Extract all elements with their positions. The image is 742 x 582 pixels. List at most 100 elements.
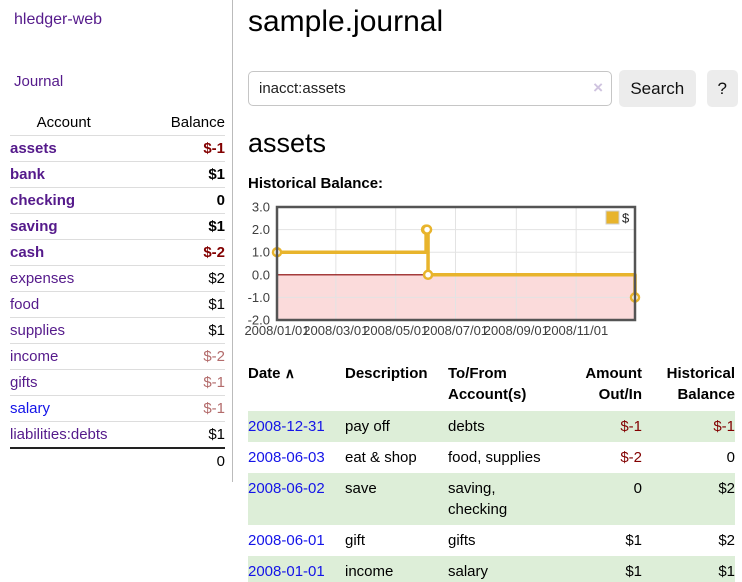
chart-label: Historical Balance:: [248, 175, 384, 192]
account-link-assets[interactable]: assets: [10, 140, 57, 157]
txn-description: save: [345, 480, 377, 497]
txn-header-description: Description: [345, 365, 428, 382]
account-row: food $1: [10, 291, 225, 318]
data-point: [421, 224, 433, 235]
y-tick-label: 1.0: [252, 245, 270, 260]
x-tick-label: 2008/03/01: [303, 323, 368, 338]
y-tick-label: -2.0: [248, 313, 270, 328]
account-balance: $-1: [117, 395, 225, 422]
account-link-expenses[interactable]: expenses: [10, 270, 75, 287]
account-heading: assets: [248, 128, 327, 158]
txn-amount: $1: [625, 532, 642, 549]
account-link-liabilities-debts[interactable]: liabilities:debts: [10, 426, 108, 443]
txn-amount: $1: [625, 563, 642, 580]
account-link-salary[interactable]: salary: [10, 400, 51, 417]
account-row: supplies $1: [10, 317, 225, 344]
account-balance: $1: [117, 421, 225, 449]
txn-description: income: [345, 563, 394, 580]
txn-date-link[interactable]: 2008-12-31: [248, 418, 325, 435]
txn-accounts: food, supplies: [448, 449, 541, 466]
transactions-table: Date ∧ Description To/From Account(s) Am…: [248, 359, 735, 582]
data-point: [422, 269, 434, 281]
accounts-table: Account Balance assets $-1 bank $1 checking 0…: [10, 110, 225, 474]
y-tick-label: -1.0: [248, 290, 270, 305]
txn-accounts: debts: [448, 418, 485, 435]
txn-balance: $-1: [713, 418, 735, 435]
y-tick-label: 0.0: [252, 267, 270, 282]
account-balance: $-2: [117, 343, 225, 370]
x-tick-label: 2008/01/01: [244, 323, 309, 338]
account-row: gifts $-1: [10, 369, 225, 396]
txn-date-link[interactable]: 2008-06-03: [248, 449, 325, 466]
account-link-bank[interactable]: bank: [10, 166, 46, 183]
account-row: saving $1: [10, 213, 225, 240]
help-button[interactable]: ?: [706, 70, 738, 107]
txn-balance: $2: [718, 532, 735, 549]
x-tick-label: 2008/09/01: [484, 323, 549, 338]
txn-header-accounts: To/From Account(s): [448, 365, 527, 403]
account-link-checking[interactable]: checking: [10, 192, 76, 209]
search-input[interactable]: [248, 71, 612, 106]
txn-balance: $1: [718, 563, 735, 580]
brand-link[interactable]: hledger-web: [14, 11, 103, 28]
accounts-header-account: Account: [10, 110, 118, 136]
account-balance: $-2: [117, 239, 225, 266]
txn-balance: $2: [718, 480, 735, 497]
search-bar: × Search ?: [248, 70, 738, 107]
account-row: expenses $2: [10, 265, 225, 292]
historical-balance-chart: $3.0 2.0 1.0 0.0 -1.0 -2.0 2008/01/01 2008/03/0…: [244, 201, 738, 348]
chart-canvas: $3.0 2.0 1.0 0.0 -1.0 -2.02008/01/012008/03/0…: [244, 201, 641, 338]
account-link-income[interactable]: income: [10, 348, 59, 365]
account-row: income $-2: [10, 343, 225, 370]
txn-header-balance: Historical Balance: [666, 365, 735, 403]
account-row: checking 0: [10, 187, 225, 214]
account-row: assets $-1: [10, 135, 225, 162]
clear-search-icon[interactable]: ×: [593, 78, 603, 97]
account-link-supplies[interactable]: supplies: [10, 322, 66, 339]
main-content: sample.journal × Search ? assets Histori…: [244, 0, 738, 582]
account-row: liabilities:debts $1: [10, 421, 225, 449]
txn-amount: $-2: [620, 449, 642, 466]
sidebar: hledger-web Journal Account Balance asse…: [0, 0, 233, 482]
search-button[interactable]: Search: [619, 70, 696, 107]
x-tick-label: 2008/11/01: [544, 323, 608, 338]
account-row: cash $-2: [10, 239, 225, 266]
x-tick-label: 2008/05/01: [363, 323, 428, 338]
transaction-row: 2008-06-03 eat & shop food, supplies $-2 0: [248, 442, 735, 473]
account-balance: $-1: [117, 135, 225, 162]
accounts-header-balance: Balance: [117, 110, 225, 136]
txn-accounts: salary: [448, 563, 489, 580]
txn-amount: 0: [633, 480, 642, 497]
account-balance: $1: [117, 161, 225, 188]
txn-header-date[interactable]: Date ∧: [248, 365, 295, 382]
account-link-food[interactable]: food: [10, 296, 40, 313]
account-link-saving[interactable]: saving: [10, 218, 58, 235]
txn-description: eat & shop: [345, 449, 417, 466]
plot-border: [275, 205, 637, 322]
legend-label: $: [622, 211, 630, 226]
sort-asc-icon: ∧: [284, 365, 295, 381]
account-balance: $2: [117, 265, 225, 292]
y-tick-label: 3.0: [252, 201, 270, 215]
txn-header-amount: Amount Out/In: [585, 365, 642, 403]
txn-accounts: saving, checking: [448, 480, 508, 518]
page-title: sample.journal: [248, 5, 444, 38]
transaction-row: 2008-12-31 pay off debts $-1 $-1: [248, 411, 735, 442]
account-link-gifts[interactable]: gifts: [10, 374, 38, 391]
account-balance: $1: [117, 213, 225, 240]
transaction-row: 2008-01-01 income salary $1 $1: [248, 556, 735, 582]
txn-date-link[interactable]: 2008-01-01: [248, 563, 325, 580]
transaction-row: 2008-06-02 save saving, checking 0 $2: [248, 473, 735, 525]
account-link-cash[interactable]: cash: [10, 244, 45, 261]
account-balance: $1: [117, 291, 225, 318]
account-row: bank $1: [10, 161, 225, 188]
x-tick-label: 2008/07/01: [423, 323, 488, 338]
txn-date-link[interactable]: 2008-06-01: [248, 532, 325, 549]
sidebar-item-journal[interactable]: Journal: [14, 73, 64, 90]
txn-accounts: gifts: [448, 532, 476, 549]
txn-date-link[interactable]: 2008-06-02: [248, 480, 325, 497]
account-balance: $1: [117, 317, 225, 344]
account-balance: $-1: [117, 369, 225, 396]
account-row: salary $-1: [10, 395, 225, 422]
accounts-total: 0: [117, 447, 225, 474]
